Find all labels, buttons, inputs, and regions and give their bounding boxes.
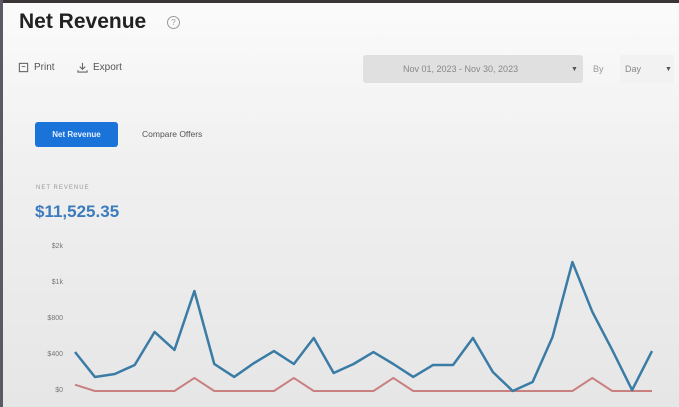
caret-down-icon: ▼ [665, 66, 672, 73]
export-label: Export [93, 62, 122, 73]
window-top-edge [0, 0, 679, 3]
caret-down-icon: ▼ [571, 66, 578, 73]
y-tick-label: $2k [51, 243, 63, 250]
metric-label: NET REVENUE [36, 185, 90, 191]
granularity-select[interactable]: Day ▼ [620, 55, 674, 83]
print-icon [18, 62, 29, 73]
y-tick-label: $1k [51, 279, 63, 286]
question-circle-icon[interactable]: ? [167, 16, 180, 29]
y-tick-label: $400 [47, 351, 63, 358]
window-left-edge [0, 0, 3, 407]
print-button[interactable]: Print [18, 62, 55, 73]
y-tick-label: $800 [47, 315, 63, 322]
granularity-value: Day [625, 64, 642, 74]
series-line-secondary [74, 376, 652, 392]
print-label: Print [34, 62, 55, 73]
series-line-main [74, 260, 654, 393]
tab-compare-offers[interactable]: Compare Offers [142, 129, 203, 139]
tab-net-revenue[interactable]: Net Revenue [35, 122, 118, 147]
date-range-select[interactable]: Nov 01, 2023 - Nov 30, 2023 ▼ [363, 55, 583, 83]
download-icon [77, 62, 88, 73]
date-range-value: Nov 01, 2023 - Nov 30, 2023 [403, 64, 519, 74]
page-title: Net Revenue [19, 10, 147, 33]
metric-value: $11,525.35 [35, 202, 120, 221]
by-label: By [593, 64, 604, 74]
y-tick-label: $0 [55, 387, 63, 394]
export-button[interactable]: Export [77, 62, 122, 73]
